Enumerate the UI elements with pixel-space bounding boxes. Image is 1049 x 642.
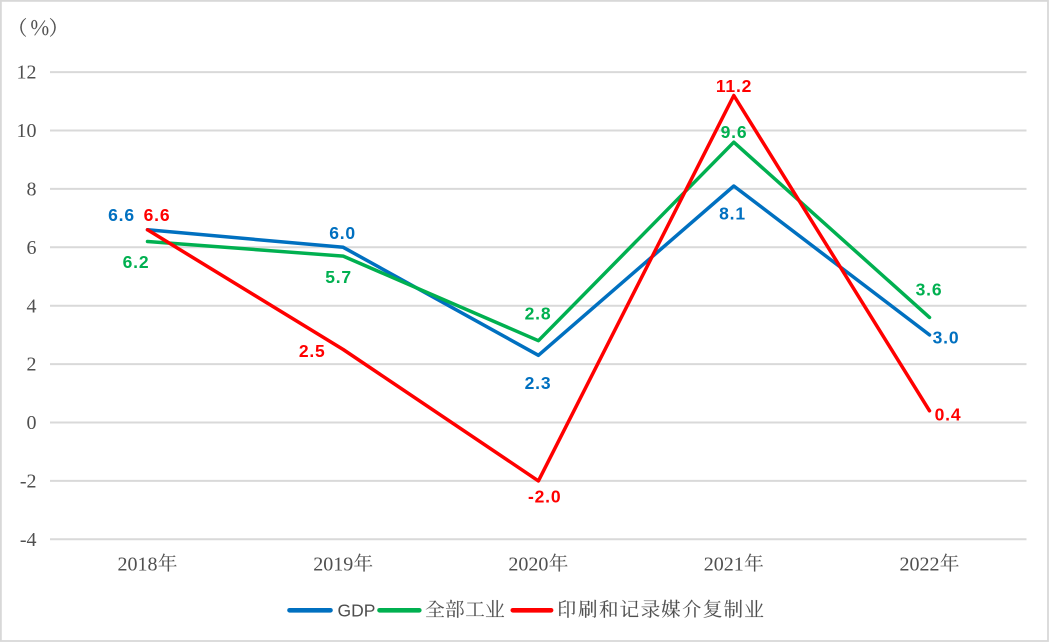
svg-text:10: 10 xyxy=(17,120,37,142)
svg-text:9.6: 9.6 xyxy=(721,122,748,142)
svg-text:6.0: 6.0 xyxy=(329,223,356,243)
svg-text:3.6: 3.6 xyxy=(916,280,943,300)
svg-text:6.2: 6.2 xyxy=(123,252,150,272)
svg-text:2.5: 2.5 xyxy=(299,341,326,361)
svg-text:2.3: 2.3 xyxy=(525,373,552,393)
svg-text:-4: -4 xyxy=(20,529,37,551)
svg-text:5.7: 5.7 xyxy=(325,267,352,287)
svg-text:2: 2 xyxy=(27,354,37,376)
svg-text:2.8: 2.8 xyxy=(525,304,552,324)
svg-text:2020: 2020 xyxy=(508,553,548,575)
svg-text:12: 12 xyxy=(17,62,37,84)
svg-text:11.2: 11.2 xyxy=(716,76,752,96)
svg-text:-2: -2 xyxy=(20,471,37,493)
svg-text:-2.0: -2.0 xyxy=(528,487,561,507)
svg-text:6: 6 xyxy=(27,237,37,259)
svg-text:4: 4 xyxy=(27,295,37,317)
svg-text:0.4: 0.4 xyxy=(935,405,962,425)
svg-text:2022: 2022 xyxy=(900,553,940,575)
svg-text:3.0: 3.0 xyxy=(933,328,960,348)
svg-text:2019: 2019 xyxy=(313,553,353,575)
svg-text:GDP: GDP xyxy=(338,600,376,620)
svg-text:6.6: 6.6 xyxy=(108,205,135,225)
svg-text:0: 0 xyxy=(27,412,37,434)
svg-text:8: 8 xyxy=(27,179,37,201)
svg-text:6.6: 6.6 xyxy=(144,205,171,225)
svg-text:2021: 2021 xyxy=(704,553,744,575)
svg-text:2018: 2018 xyxy=(118,553,158,575)
svg-text:8.1: 8.1 xyxy=(719,204,746,224)
